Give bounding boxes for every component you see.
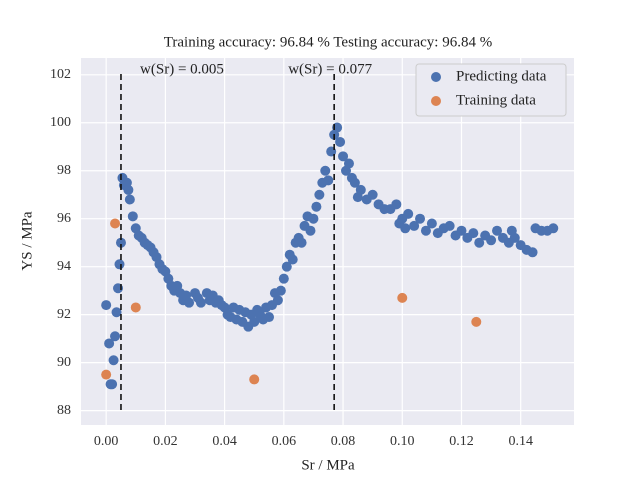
data-point bbox=[249, 374, 260, 385]
legend-label: Predicting data bbox=[456, 68, 547, 84]
data-point bbox=[104, 338, 115, 349]
y-tick-label: 102 bbox=[50, 67, 71, 82]
data-point bbox=[124, 194, 135, 205]
data-point bbox=[474, 237, 485, 248]
data-point bbox=[123, 184, 134, 195]
data-point bbox=[111, 307, 122, 318]
data-point bbox=[400, 223, 411, 234]
data-point bbox=[275, 285, 286, 296]
data-point bbox=[130, 302, 141, 313]
data-point bbox=[272, 295, 283, 306]
data-point bbox=[110, 331, 121, 342]
data-point bbox=[420, 225, 431, 236]
data-point bbox=[367, 189, 378, 200]
x-tick-label: 0.02 bbox=[153, 434, 178, 449]
data-point bbox=[108, 355, 119, 366]
data-point bbox=[311, 201, 322, 212]
data-point bbox=[296, 237, 307, 248]
data-point bbox=[314, 189, 325, 200]
y-axis-label: YS / MPa bbox=[19, 211, 35, 271]
chart-title: Training accuracy: 96.84 % Testing accur… bbox=[164, 34, 492, 50]
y-tick-label: 88 bbox=[57, 403, 71, 418]
data-point bbox=[264, 312, 275, 323]
x-tick-label: 0.12 bbox=[449, 434, 474, 449]
data-point bbox=[548, 223, 559, 234]
data-point bbox=[278, 273, 289, 284]
data-point bbox=[471, 316, 482, 327]
legend-marker bbox=[431, 96, 441, 106]
data-point bbox=[509, 232, 520, 243]
y-tick-label: 96 bbox=[57, 211, 71, 226]
y-tick-label: 100 bbox=[50, 115, 71, 130]
data-point bbox=[468, 228, 479, 239]
data-point bbox=[305, 225, 316, 236]
x-tick-label: 0.04 bbox=[212, 434, 237, 449]
data-point bbox=[101, 300, 112, 311]
y-tick-label: 94 bbox=[57, 259, 71, 274]
y-tick-label: 92 bbox=[57, 307, 71, 322]
data-point bbox=[456, 225, 467, 236]
data-point bbox=[127, 211, 138, 222]
legend-marker bbox=[431, 72, 441, 82]
data-point bbox=[323, 175, 334, 186]
y-tick-label: 90 bbox=[57, 355, 71, 370]
data-point bbox=[397, 292, 408, 303]
data-point bbox=[281, 261, 292, 272]
data-point bbox=[195, 297, 206, 308]
data-point bbox=[249, 316, 260, 327]
data-point bbox=[343, 158, 354, 169]
data-point bbox=[444, 220, 455, 231]
reference-label: w(Sr) = 0.077 bbox=[288, 61, 372, 77]
data-point bbox=[101, 369, 112, 380]
data-point bbox=[115, 237, 126, 248]
data-point bbox=[527, 247, 538, 258]
data-point bbox=[391, 199, 402, 210]
legend-label: Training data bbox=[456, 92, 536, 108]
y-tick-label: 98 bbox=[57, 163, 71, 178]
data-point bbox=[409, 220, 420, 231]
data-point bbox=[320, 165, 331, 176]
data-point bbox=[403, 208, 414, 219]
data-point bbox=[338, 151, 349, 162]
data-point bbox=[355, 184, 366, 195]
data-point bbox=[287, 254, 298, 265]
x-tick-label: 0.06 bbox=[272, 434, 297, 449]
x-tick-label: 0.10 bbox=[390, 434, 415, 449]
x-tick-label: 0.08 bbox=[331, 434, 356, 449]
data-point bbox=[184, 297, 195, 308]
reference-label: w(Sr) = 0.005 bbox=[140, 61, 224, 77]
data-point bbox=[486, 235, 497, 246]
x-axis-label: Sr / MPa bbox=[301, 457, 355, 473]
data-point bbox=[349, 177, 360, 188]
data-point bbox=[492, 225, 503, 236]
x-tick-label: 0.00 bbox=[94, 434, 119, 449]
data-point bbox=[114, 259, 125, 270]
data-point bbox=[107, 379, 118, 390]
data-point bbox=[426, 218, 437, 229]
x-tick-label: 0.14 bbox=[508, 434, 533, 449]
legend-box bbox=[415, 63, 567, 117]
data-point bbox=[110, 218, 121, 229]
data-point bbox=[308, 213, 319, 224]
data-point bbox=[415, 213, 426, 224]
data-point bbox=[335, 136, 346, 147]
